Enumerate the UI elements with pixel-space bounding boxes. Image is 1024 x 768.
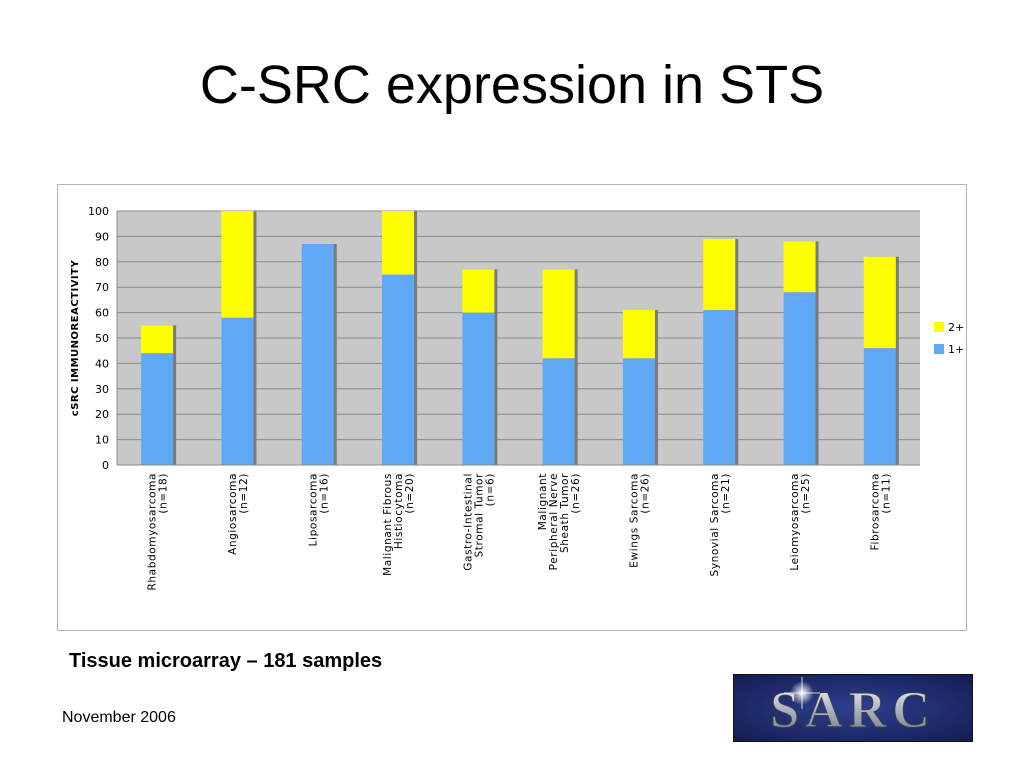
x-category-label: Rhabdomyosarcoma(n=18) [147,473,170,590]
bar-1plus [382,274,415,465]
bar-2plus [622,310,655,359]
bar-2plus [542,269,575,359]
y-tick-label: 0 [102,459,109,472]
y-axis-label: cSRC IMMUNOREACTIVITY [70,260,81,417]
legend-swatch [934,344,944,354]
bar-1plus [622,358,655,465]
bar-2plus [863,256,896,349]
bar-1plus [141,353,174,465]
y-tick-label: 70 [95,281,109,294]
y-tick-label: 20 [95,408,109,421]
slide-title: C-SRC expression in STS [199,55,825,115]
y-tick-label: 60 [95,307,109,320]
bar-2plus [783,241,816,293]
bar-1plus [542,358,575,465]
x-category-label: Malignant FibrousHistiocytoma(n=20) [382,473,416,576]
bar-2plus [703,238,736,311]
x-category-label: Angiosarcoma(n=12) [227,473,250,555]
x-category-label: Ewings Sarcoma(n=26) [628,473,651,568]
y-tick-label: 10 [95,434,109,447]
x-category-label: Leiomyosarcoma(n=25) [789,473,812,571]
sarc-logo: SARC [733,674,973,742]
bar-1plus [863,348,896,465]
bar-2plus [382,211,415,275]
x-category-label: Synovial Sarcoma(n=21) [709,473,732,576]
y-tick-label: 40 [95,357,109,370]
bar-1plus [703,310,736,465]
bar-2plus [221,211,254,318]
bar-1plus [783,292,816,465]
x-category-label: Gastro-IntestinalStromal Tumor(n=6) [462,473,496,571]
legend-swatch [934,322,944,332]
legend-label: 1+ [948,343,964,356]
y-tick-label: 100 [88,205,109,218]
slide-subtitle: Tissue microarray – 181 samples [69,650,383,672]
x-category-label: MalignantPeripheral NerveSheath Tumor(n=… [537,473,582,570]
stacked-bar-chart: 0 10 20 30 40 50 60 70 80 90 100 cSRC IMMUNOREACTIV… [70,205,964,590]
bar-1plus [462,312,495,465]
y-tick-label: 30 [95,383,109,396]
chart-frame: 0 10 20 30 40 50 60 70 80 90 100 cSRC IMMUNOREACTIV… [57,184,967,631]
bar-1plus [221,317,254,465]
x-category-label: Fibrosarcoma(n=11) [869,473,892,550]
bar-2plus [462,269,495,313]
x-category-label: Liposarcoma(n=16) [307,473,330,546]
bar-1plus [301,244,334,465]
y-tick-label: 90 [95,230,109,243]
footer-date: November 2006 [62,709,176,726]
bar-2plus [141,325,174,354]
legend-label: 2+ [948,321,964,334]
y-tick-label: 50 [95,332,109,345]
y-tick-label: 80 [95,256,109,269]
